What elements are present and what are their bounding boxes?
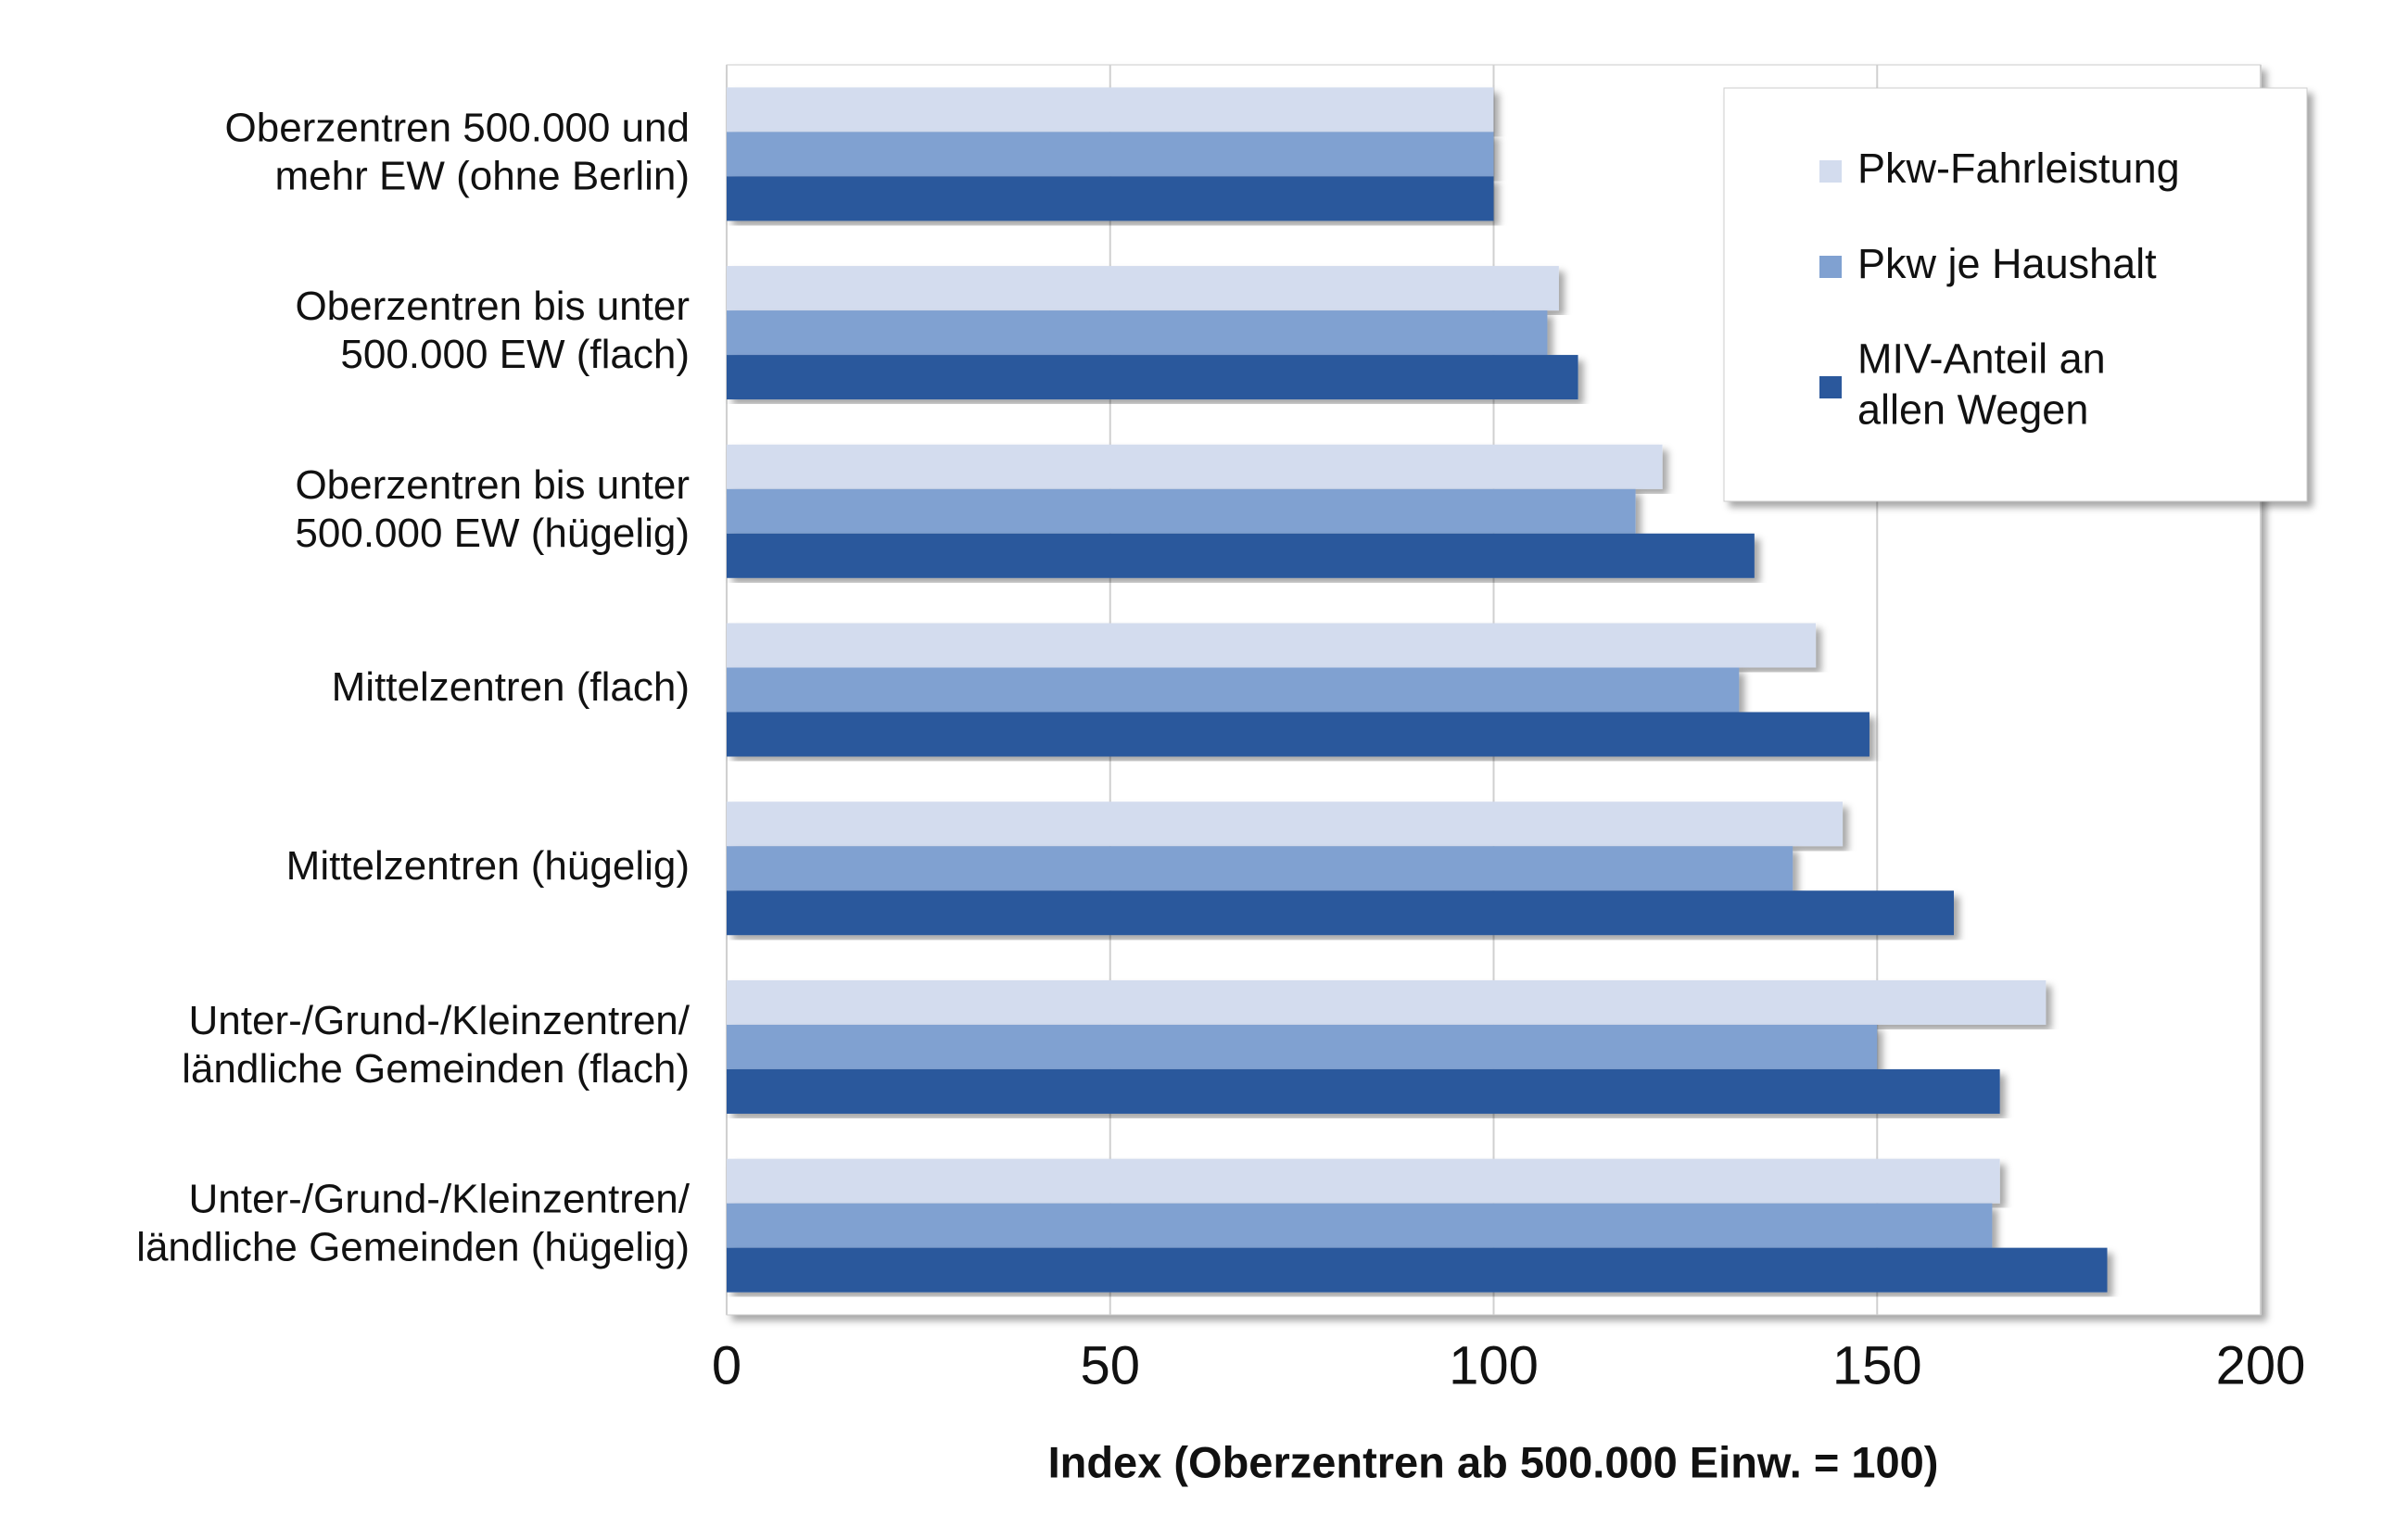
y-tick-label: Oberzentren 500.000 und mehr EW (ohne Ber… bbox=[225, 105, 691, 198]
legend-swatch bbox=[1819, 256, 1842, 278]
bar bbox=[727, 132, 1494, 177]
x-tick-label: 100 bbox=[1449, 1335, 1539, 1395]
bar bbox=[727, 488, 1636, 534]
bar bbox=[727, 979, 2047, 1025]
legend-swatch bbox=[1819, 376, 1842, 398]
y-tick-label: Oberzentren bis unter 500.000 EW (flach) bbox=[295, 284, 690, 377]
bar bbox=[727, 444, 1663, 489]
bar bbox=[727, 533, 1755, 578]
y-tick-label: Unter-/Grund-/Kleinzentren/ländliche Gem… bbox=[136, 1176, 691, 1269]
bar bbox=[727, 1024, 1878, 1069]
bar bbox=[727, 1068, 2000, 1114]
bar bbox=[727, 1203, 1993, 1248]
bar bbox=[727, 846, 1793, 891]
bar bbox=[727, 266, 1559, 311]
bar bbox=[727, 712, 1869, 757]
legend-box bbox=[1723, 87, 2308, 502]
x-tick-label: 150 bbox=[1832, 1335, 1922, 1395]
y-tick-label: Mittelzentren (flach) bbox=[332, 664, 690, 710]
x-tick-label: 0 bbox=[712, 1335, 741, 1395]
x-axis-title: Index (Oberzentren ab 500.000 Einw. = 10… bbox=[1048, 1437, 1939, 1486]
bar bbox=[727, 355, 1578, 400]
x-tick-label: 200 bbox=[2216, 1335, 2306, 1395]
bar bbox=[727, 890, 1954, 936]
y-tick-label: Unter-/Grund-/Kleinzentren/ländliche Gem… bbox=[182, 998, 691, 1092]
y-tick-label: Oberzentren bis unter 500.000 EW (hügelig… bbox=[295, 461, 690, 555]
bar bbox=[727, 802, 1844, 847]
bar bbox=[727, 87, 1494, 133]
bar bbox=[727, 1158, 2000, 1204]
legend-label: MIV-Anteil an allen Wegen bbox=[1857, 335, 2106, 433]
y-tick-label: Mittelzentren (hügelig) bbox=[286, 843, 690, 889]
bar bbox=[727, 176, 1494, 221]
bar bbox=[727, 623, 1817, 668]
legend-label: Pkw je Haushalt bbox=[1857, 240, 2157, 287]
legend-label: Pkw-Fahrleistung bbox=[1857, 145, 2180, 192]
bar bbox=[727, 667, 1740, 713]
bar bbox=[727, 310, 1548, 356]
bar bbox=[727, 1247, 2108, 1293]
legend-swatch bbox=[1819, 160, 1842, 183]
x-tick-label: 50 bbox=[1080, 1335, 1140, 1395]
